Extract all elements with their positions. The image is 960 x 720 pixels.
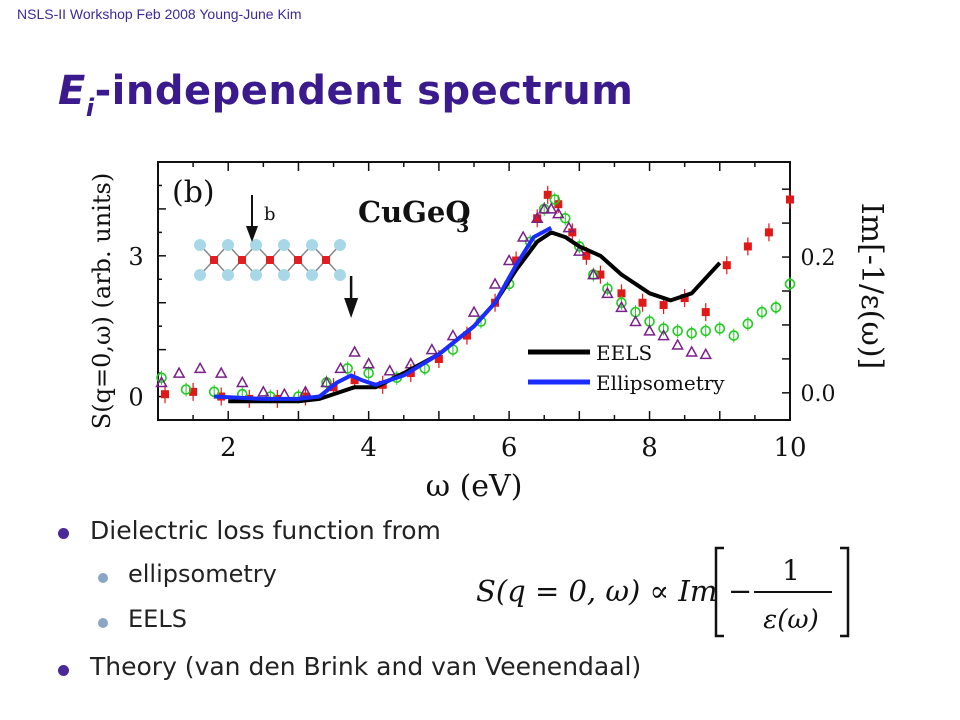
triangle-point (701, 349, 711, 358)
sub-bullet-item: ellipsometry (128, 560, 277, 588)
triangle-point (195, 363, 205, 372)
inset-copper-atom (294, 256, 302, 264)
inset-oxygen-atom (194, 239, 206, 251)
formula-lhs: S(q = 0, ω) ∝ Im (476, 574, 717, 608)
y-tick-label-right: 0.2 (801, 246, 836, 271)
legend-ellipsometry-label: Ellipsometry (596, 371, 725, 395)
triangle-point (279, 389, 289, 398)
inset-oxygen-atom (334, 239, 346, 251)
loss-function-chart: 2 4 6 8 10 0 3 0.0 0.2 ω (eV) S(q=0,ω) (arb. units… (0, 0, 960, 520)
x-axis-label: ω (eV) (426, 469, 523, 504)
x-tick-label: 10 (773, 433, 806, 463)
y-tick-label-left: 3 (128, 243, 143, 271)
inset-copper-atom (238, 256, 246, 264)
triangle-point (427, 345, 437, 354)
sub-bullet-dot-icon (98, 618, 108, 628)
triangle-point (631, 316, 641, 325)
x-tick-label: 8 (641, 433, 658, 463)
triangle-point (673, 340, 683, 349)
square-point (161, 390, 169, 398)
formula-left-bracket (716, 548, 724, 636)
formula-denominator: ε(ω) (763, 605, 818, 635)
square-point (786, 196, 794, 204)
compound-subscript: 3 (456, 215, 469, 237)
square-point (660, 301, 668, 309)
formula-numerator: 1 (782, 554, 800, 587)
inset-copper-atom (322, 256, 330, 264)
loss-function-formula: S(q = 0, ω) ∝ Im − 1 ε(ω) (470, 540, 860, 640)
triangle-point (385, 366, 395, 375)
bullet-item: Dielectric loss function from (90, 516, 441, 545)
bullet-dot-icon (58, 665, 69, 676)
square-point (702, 308, 710, 316)
inset-oxygen-atom (278, 239, 290, 251)
inset-copper-atom (266, 256, 274, 264)
x-tick-label: 6 (501, 433, 518, 463)
inset-oxygen-atom (194, 269, 206, 281)
sub-bullet-dot-icon (98, 573, 108, 583)
triangle-point (174, 368, 184, 377)
inset-oxygen-atom (222, 269, 234, 281)
triangle-point (490, 279, 500, 288)
inset-copper-atom (210, 256, 218, 264)
bullet-item: Theory (van den Brink and van Veenendaal… (90, 652, 641, 681)
x-tick-label: 4 (360, 433, 377, 463)
triangle-point (687, 347, 697, 356)
inset-oxygen-atom (306, 269, 318, 281)
square-point (723, 261, 731, 269)
inset-oxygen-atom (278, 269, 290, 281)
triangle-point (350, 347, 360, 356)
y-axis-label-left: S(q=0,ω) (arb. units) (88, 173, 116, 429)
triangle-point (216, 368, 226, 377)
inset-oxygen-atom (334, 269, 346, 281)
formula-right-bracket (840, 548, 848, 636)
x-tick-label: 2 (220, 433, 237, 463)
panel-label: (b) (172, 175, 215, 210)
sub-bullet-item: EELS (128, 605, 187, 633)
y-tick-label-left: 0 (128, 384, 143, 412)
triangle-point (258, 387, 268, 396)
feature-arrow-head (344, 298, 358, 318)
inset-oxygen-atom (250, 269, 262, 281)
square-point (765, 228, 773, 236)
inset-axis-label: b (264, 204, 276, 225)
y-axis-label-right: Im[-1/ε(ω)] (854, 203, 889, 369)
bullet-dot-icon (58, 528, 69, 539)
triangle-point (237, 377, 247, 386)
inset-oxygen-atom (306, 239, 318, 251)
square-point (744, 242, 752, 250)
triangle-point (645, 326, 655, 335)
formula-minus: − (728, 574, 752, 608)
y-tick-label-right: 0.0 (801, 382, 836, 407)
triangle-point (469, 307, 479, 316)
square-point (639, 299, 647, 307)
legend-eels-label: EELS (596, 341, 652, 365)
compound-label: CuGeO (358, 195, 471, 229)
triangle-point (518, 232, 528, 241)
inset-oxygen-atom (222, 239, 234, 251)
